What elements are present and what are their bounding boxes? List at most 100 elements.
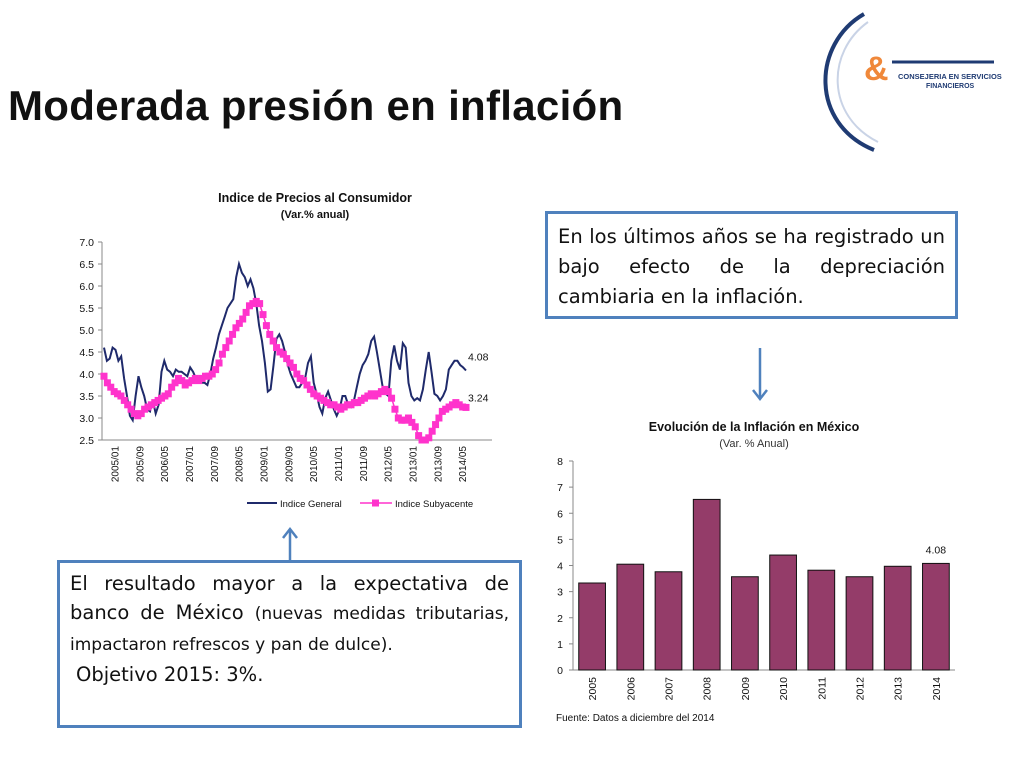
x-tick-label: 2012 bbox=[855, 677, 867, 701]
y-tick-label: 0 bbox=[557, 665, 563, 677]
subyacente-point bbox=[293, 370, 301, 378]
x-tick-label: 2010/05 bbox=[309, 446, 320, 483]
subyacente-point bbox=[273, 344, 281, 352]
y-tick-label: 5.0 bbox=[79, 325, 94, 337]
legend-marker-subyacente bbox=[372, 499, 379, 507]
commentary-text-main: El resultado mayor a la expectativa de b… bbox=[70, 572, 509, 624]
x-tick-label: 2013/01 bbox=[409, 446, 420, 483]
subyacente-point bbox=[256, 300, 264, 308]
bar-chart-source: Fuente: Datos a diciembre del 2014 bbox=[556, 713, 715, 724]
x-tick-label: 2008/05 bbox=[235, 446, 246, 483]
subyacente-point bbox=[306, 385, 314, 393]
x-tick-label: 2009 bbox=[740, 677, 752, 701]
x-tick-label: 2007/01 bbox=[185, 446, 196, 483]
subyacente-point bbox=[168, 383, 176, 391]
bar bbox=[692, 498, 721, 671]
subyacente-point bbox=[289, 363, 297, 371]
down-arrow-icon bbox=[752, 348, 768, 402]
y-tick-label: 4.0 bbox=[79, 369, 94, 381]
subyacente-point bbox=[391, 405, 399, 413]
line-chart-subtitle: (Var.% anual) bbox=[281, 209, 350, 221]
subyacente-point bbox=[300, 377, 308, 385]
subyacente-point bbox=[283, 355, 291, 363]
x-tick-label: 2009/09 bbox=[284, 446, 295, 483]
x-tick-label: 2005/01 bbox=[110, 446, 121, 483]
logo-arc-inner bbox=[836, 21, 879, 143]
subyacente-point bbox=[225, 337, 233, 345]
x-tick-label: 2005 bbox=[587, 677, 599, 701]
commentary-box-bottom: El resultado mayor a la expectativa de b… bbox=[57, 560, 522, 728]
legend-label-general: Indice General bbox=[280, 499, 342, 510]
bar-data-label: 4.08 bbox=[926, 544, 947, 556]
bar bbox=[654, 571, 683, 671]
y-tick-label: 4 bbox=[557, 561, 563, 573]
y-tick-label: 5 bbox=[557, 534, 563, 546]
subyacente-point bbox=[218, 350, 226, 358]
x-tick-label: 2006/05 bbox=[160, 446, 171, 483]
company-logo: & CONSEJERIA EN SERVICIOS FINANCIEROS bbox=[823, 12, 1002, 152]
subyacente-point bbox=[127, 405, 135, 413]
x-tick-label: 2009/01 bbox=[259, 446, 270, 483]
last-value-label: 3.24 bbox=[468, 392, 489, 404]
subyacente-point bbox=[235, 319, 243, 327]
y-tick-label: 2.5 bbox=[79, 435, 94, 447]
subyacente-point bbox=[266, 330, 274, 338]
subyacente-point bbox=[435, 414, 443, 422]
y-tick-label: 6 bbox=[557, 508, 563, 520]
y-tick-label: 7.0 bbox=[79, 237, 94, 249]
x-tick-label: 2006 bbox=[625, 677, 637, 701]
x-tick-label: 2013 bbox=[893, 677, 905, 701]
subyacente-point bbox=[107, 383, 115, 391]
x-tick-label: 2010 bbox=[778, 677, 790, 701]
y-tick-label: 3 bbox=[557, 587, 563, 599]
bar bbox=[922, 562, 950, 671]
line-chart: Indice de Precios al Consumidor (Var.% a… bbox=[79, 191, 492, 510]
subyacente-point bbox=[103, 379, 111, 387]
subyacente-point bbox=[286, 359, 294, 367]
y-tick-label: 1 bbox=[557, 639, 563, 651]
up-arrow-icon bbox=[282, 526, 298, 560]
bar-chart: Evolución de la Inflación en México (Var… bbox=[556, 420, 955, 724]
x-tick-label: 2011/01 bbox=[334, 446, 345, 482]
subyacente-point bbox=[137, 410, 145, 418]
bar bbox=[578, 582, 606, 671]
subyacente-point bbox=[269, 337, 277, 345]
subyacente-point bbox=[262, 322, 270, 330]
last-value-label: 4.08 bbox=[468, 351, 489, 363]
subyacente-point bbox=[239, 315, 247, 323]
y-tick-label: 4.5 bbox=[79, 347, 94, 359]
bar-chart-bars: 4.08 bbox=[578, 498, 950, 671]
subyacente-point bbox=[100, 372, 108, 380]
bar bbox=[807, 569, 836, 671]
x-tick-label: 2007/09 bbox=[210, 446, 221, 483]
subyacente-point bbox=[404, 414, 412, 422]
y-tick-label: 5.5 bbox=[79, 303, 94, 315]
inflation-goal-text: Objetivo 2015: 3%. bbox=[76, 663, 264, 686]
subyacente-point bbox=[178, 377, 186, 385]
subyacente-point bbox=[120, 396, 128, 404]
x-tick-label: 2013/09 bbox=[433, 446, 444, 483]
x-tick-label: 2014 bbox=[931, 677, 943, 701]
y-tick-label: 6.0 bbox=[79, 281, 94, 293]
subyacente-point bbox=[222, 344, 230, 352]
line-chart-axes: 7.0 6.5 6.0 5.5 5.0 4.5 4.0 3.5 3.0 2.5 2005/01 200… bbox=[79, 237, 492, 482]
subyacente-point bbox=[408, 418, 416, 426]
subyacente-point bbox=[232, 324, 240, 332]
subyacente-point bbox=[212, 366, 220, 374]
logo-symbol: & bbox=[864, 50, 889, 88]
bar-chart-subtitle: (Var. % Anual) bbox=[719, 438, 789, 450]
line-chart-legend: Indice General Indice Subyacente bbox=[247, 499, 473, 510]
commentary-box-top: En los últimos años se ha registrado un … bbox=[545, 211, 958, 319]
commentary-text-small: (nuevas medidas tributarias, impactaron … bbox=[70, 604, 509, 655]
y-tick-label: 3.5 bbox=[79, 391, 94, 403]
line-chart-series: 4.08 3.24 bbox=[100, 260, 489, 444]
subyacente-point bbox=[432, 421, 440, 429]
y-tick-label: 3.0 bbox=[79, 413, 94, 425]
y-tick-label: 6.5 bbox=[79, 259, 94, 271]
subyacente-point bbox=[208, 370, 216, 378]
subyacente-point bbox=[425, 434, 433, 442]
subyacente-point bbox=[124, 401, 132, 409]
x-tick-label: 2012/05 bbox=[384, 446, 395, 483]
subyacente-point bbox=[229, 330, 237, 338]
subyacente-point bbox=[279, 350, 287, 358]
